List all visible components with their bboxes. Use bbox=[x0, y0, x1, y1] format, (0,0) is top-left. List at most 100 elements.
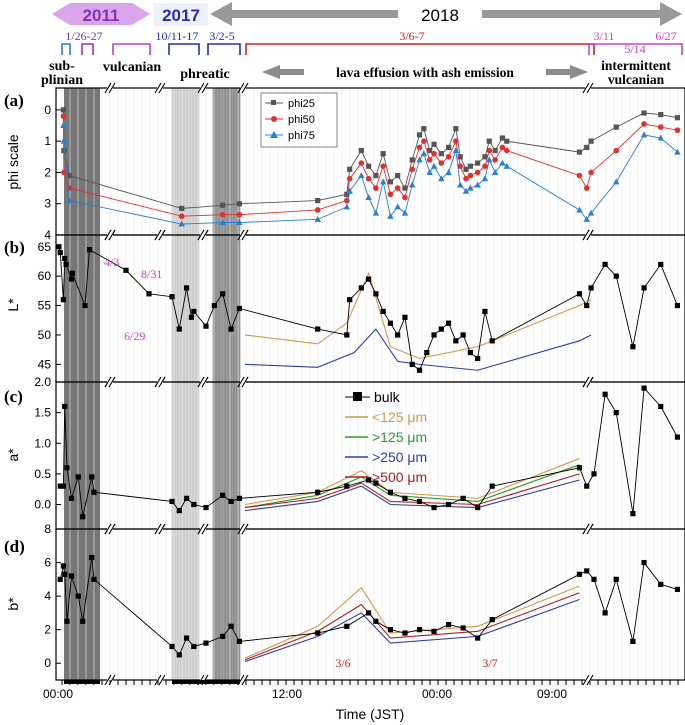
axis-break-mark bbox=[237, 376, 245, 388]
data-point-b bbox=[658, 261, 664, 267]
y-tick-label: 50 bbox=[38, 328, 52, 342]
data-point-c bbox=[475, 504, 481, 511]
data-point-a bbox=[475, 160, 481, 166]
axis-break-mark bbox=[241, 229, 249, 241]
data-point-a bbox=[445, 144, 452, 151]
data-point-a bbox=[60, 113, 67, 119]
data-point-b bbox=[236, 305, 243, 312]
legend-a-phi50: phi50 bbox=[288, 114, 315, 126]
data-point-d bbox=[475, 635, 481, 641]
label-int-2: vulcanian bbox=[608, 72, 665, 87]
data-point-a bbox=[387, 191, 394, 198]
series-line-c-3 bbox=[244, 479, 580, 512]
data-point-a bbox=[613, 147, 620, 154]
data-point-a bbox=[457, 181, 464, 188]
data-point-a bbox=[60, 122, 67, 129]
axis-break-gap bbox=[157, 378, 163, 386]
axis-break-gap bbox=[240, 676, 246, 684]
data-point-b bbox=[183, 285, 190, 291]
label-lava: lava effusion with ash emission bbox=[336, 65, 514, 80]
data-point-b bbox=[453, 338, 459, 344]
data-point-b bbox=[176, 326, 182, 332]
axis-break-mark bbox=[241, 376, 249, 388]
data-point-b bbox=[380, 308, 386, 315]
series-line-b-1 bbox=[244, 271, 592, 360]
data-point-c bbox=[183, 495, 190, 501]
data-point-a bbox=[583, 215, 590, 222]
data-point-a bbox=[66, 197, 73, 204]
data-point-a bbox=[387, 212, 394, 219]
data-point-c bbox=[68, 495, 75, 501]
date-311: 3/11 bbox=[594, 29, 615, 43]
axis-break-mark bbox=[201, 82, 209, 94]
data-point-a bbox=[588, 138, 594, 144]
axis-break-mark bbox=[241, 674, 249, 686]
data-point-a bbox=[431, 150, 437, 157]
axis-break-mark bbox=[582, 523, 590, 535]
data-point-d bbox=[576, 571, 583, 577]
data-point-a bbox=[474, 169, 481, 176]
data-point-b bbox=[82, 302, 88, 309]
y-tick-label: 4 bbox=[44, 589, 51, 603]
data-point-a bbox=[387, 179, 394, 185]
date-sub: 1/26-27 bbox=[65, 29, 102, 43]
x-axis-ticks bbox=[61, 680, 679, 685]
legend-c-bulk: bulk bbox=[374, 389, 401, 405]
data-point-a bbox=[583, 185, 590, 191]
data-point-a bbox=[482, 154, 488, 160]
data-point-d bbox=[64, 618, 70, 624]
lava-arrow bbox=[262, 65, 588, 79]
data-point-b bbox=[641, 285, 647, 291]
data-point-c bbox=[591, 471, 597, 477]
xtick-0000a: 00:00 bbox=[43, 687, 73, 701]
data-point-c bbox=[203, 504, 209, 511]
axis-break-gap bbox=[240, 525, 246, 533]
data-point-a bbox=[588, 169, 594, 176]
data-point-d bbox=[344, 623, 350, 629]
panel-label-c: (c) bbox=[4, 387, 23, 406]
data-point-d bbox=[62, 571, 68, 577]
axis-break-mark bbox=[237, 523, 245, 535]
axis-break-mark bbox=[104, 376, 112, 388]
axis-break-mark bbox=[586, 82, 594, 94]
data-point-a bbox=[219, 218, 226, 225]
data-point-a bbox=[416, 132, 423, 138]
data-point-c bbox=[169, 498, 175, 505]
data-point-a bbox=[409, 166, 416, 173]
data-point-b bbox=[588, 285, 594, 291]
axis-break-gap bbox=[240, 84, 246, 92]
data-point-d bbox=[602, 610, 608, 616]
data-point-d bbox=[228, 623, 234, 629]
data-point-a bbox=[343, 203, 350, 210]
data-point-b bbox=[60, 297, 66, 303]
label-int-1: intermittent bbox=[601, 58, 671, 73]
data-point-a bbox=[482, 163, 488, 169]
data-point-c bbox=[176, 508, 182, 514]
data-point-b bbox=[467, 350, 473, 356]
data-point-d bbox=[176, 652, 182, 658]
legend-a: phi25 phi50 phi75 bbox=[260, 92, 338, 148]
data-point-b bbox=[445, 320, 452, 326]
data-point-a bbox=[346, 175, 353, 182]
axis-break-mark bbox=[104, 82, 112, 94]
axis-break-mark bbox=[241, 82, 249, 94]
data-point-a bbox=[236, 201, 243, 207]
data-point-a bbox=[420, 150, 428, 157]
y-tick-label: 2 bbox=[44, 623, 51, 637]
y-tick-label: 1 bbox=[44, 134, 51, 148]
data-point-b bbox=[315, 326, 321, 332]
data-point-a bbox=[421, 126, 427, 132]
data-point-a bbox=[379, 178, 387, 185]
data-point-d bbox=[57, 576, 63, 582]
data-point-a bbox=[657, 124, 664, 130]
data-point-a bbox=[416, 144, 423, 151]
data-point-a bbox=[587, 209, 595, 216]
data-point-a bbox=[236, 211, 243, 218]
data-point-b bbox=[191, 308, 197, 315]
data-point-a bbox=[674, 148, 681, 155]
data-point-b bbox=[602, 261, 608, 267]
data-point-b bbox=[373, 291, 379, 297]
axis-break-gap bbox=[585, 525, 591, 533]
data-point-b bbox=[57, 250, 63, 256]
axis-break-gap bbox=[157, 84, 163, 92]
